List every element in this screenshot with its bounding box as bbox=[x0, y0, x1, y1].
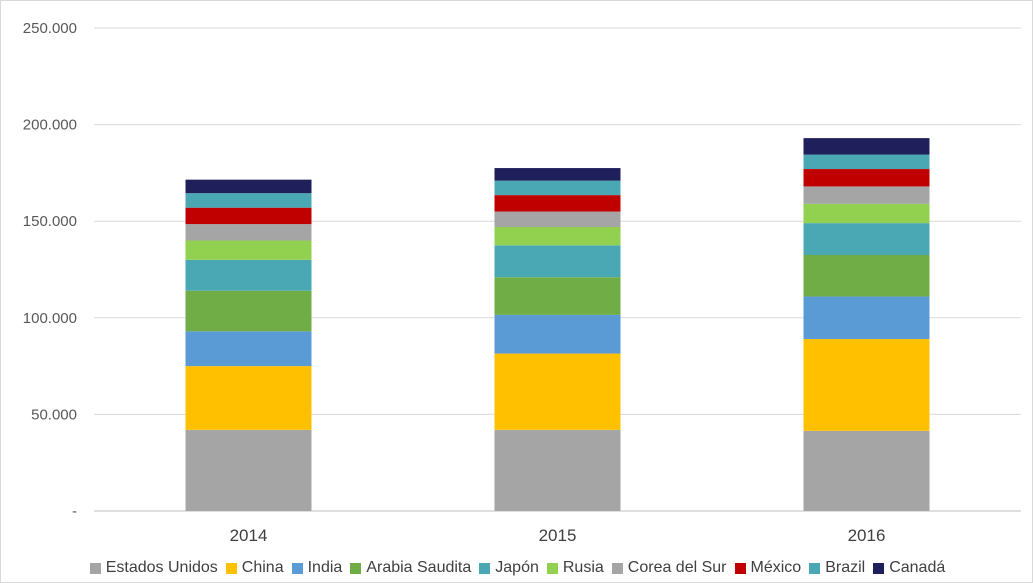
legend-label: China bbox=[241, 559, 284, 576]
legend-label: Arabia Saudita bbox=[366, 559, 472, 576]
bar-segment bbox=[185, 207, 312, 225]
legend-swatch bbox=[291, 562, 303, 574]
bar-segment bbox=[494, 353, 621, 430]
x-axis-ticks: 2014 2015 2016 bbox=[230, 526, 886, 545]
y-tick-label: 100.000 bbox=[23, 310, 77, 327]
legend-label: México bbox=[750, 559, 802, 576]
bar-segment bbox=[185, 259, 312, 291]
bar-segment bbox=[494, 277, 621, 315]
bar-segment bbox=[803, 154, 930, 170]
y-tick-label: 50.000 bbox=[31, 406, 77, 423]
legend-label: Canadá bbox=[889, 559, 946, 576]
legend-swatch bbox=[350, 562, 362, 574]
bar-segment bbox=[803, 223, 930, 256]
y-axis-ticks: - 50.000 100.000 150.000 200.000 250.000 bbox=[23, 20, 77, 520]
bar-segment bbox=[494, 195, 621, 212]
legend-item: China bbox=[225, 559, 284, 577]
x-tick-label: 2015 bbox=[539, 526, 577, 545]
bar-segment bbox=[803, 169, 930, 187]
legend-swatch bbox=[89, 562, 101, 574]
legend-label: India bbox=[307, 559, 343, 576]
bar-segment bbox=[494, 226, 621, 246]
bar-segment bbox=[185, 429, 312, 511]
bar-segment bbox=[185, 224, 312, 241]
bar-segment bbox=[494, 429, 621, 511]
legend-swatch bbox=[611, 562, 623, 574]
bar-segment bbox=[803, 255, 930, 297]
bar-segment bbox=[494, 168, 621, 181]
legend-item: Corea del Sur bbox=[611, 559, 727, 577]
legend: Estados Unidos China India Arabia Saudita Ja… bbox=[1, 557, 1033, 579]
bar-segment bbox=[185, 179, 312, 194]
bar-segment bbox=[185, 290, 312, 332]
bar-segment bbox=[185, 240, 312, 260]
legend-label: Brazil bbox=[825, 559, 866, 576]
y-tick-label: - bbox=[72, 503, 77, 520]
bar-segment bbox=[494, 211, 621, 227]
bar-segment bbox=[494, 314, 621, 354]
legend-swatch bbox=[873, 562, 885, 574]
bar-segment bbox=[494, 245, 621, 278]
legend-item: Estados Unidos bbox=[89, 559, 218, 577]
bar-segment bbox=[803, 186, 930, 204]
stacked-bar-chart: - 50.000 100.000 150.000 200.000 250.000 2014… bbox=[23, 20, 1021, 545]
legend-swatch bbox=[225, 562, 237, 574]
legend-label: Estados Unidos bbox=[105, 559, 218, 576]
legend-item: Canadá bbox=[873, 559, 945, 577]
legend-label: Rusia bbox=[562, 559, 604, 576]
legend-swatch bbox=[734, 562, 746, 574]
y-tick-label: 150.000 bbox=[23, 213, 77, 230]
legend-item: México bbox=[734, 559, 802, 577]
bar-segment bbox=[185, 193, 312, 208]
legend-item: India bbox=[291, 559, 343, 577]
bar-segment bbox=[803, 339, 930, 431]
bar-segment bbox=[803, 203, 930, 224]
bar-segment bbox=[185, 331, 312, 367]
legend-item: Brazil bbox=[809, 559, 865, 577]
legend-item: Arabia Saudita bbox=[350, 559, 471, 577]
legend-item: Rusia bbox=[546, 559, 604, 577]
bar-segment bbox=[803, 138, 930, 155]
legend-swatch bbox=[479, 562, 491, 574]
bar-segment bbox=[185, 366, 312, 430]
bar-segment bbox=[803, 296, 930, 340]
x-tick-label: 2014 bbox=[230, 526, 268, 545]
bars bbox=[185, 138, 930, 511]
legend-item: Japón bbox=[479, 559, 539, 577]
legend-label: Corea del Sur bbox=[627, 559, 727, 576]
y-tick-label: 200.000 bbox=[23, 117, 77, 134]
bar-segment bbox=[803, 430, 930, 511]
legend-label: Japón bbox=[495, 559, 539, 576]
bar-segment bbox=[494, 180, 621, 196]
y-tick-label: 250.000 bbox=[23, 20, 77, 37]
x-tick-label: 2016 bbox=[848, 526, 886, 545]
legend-swatch bbox=[809, 562, 821, 574]
legend-swatch bbox=[546, 562, 558, 574]
